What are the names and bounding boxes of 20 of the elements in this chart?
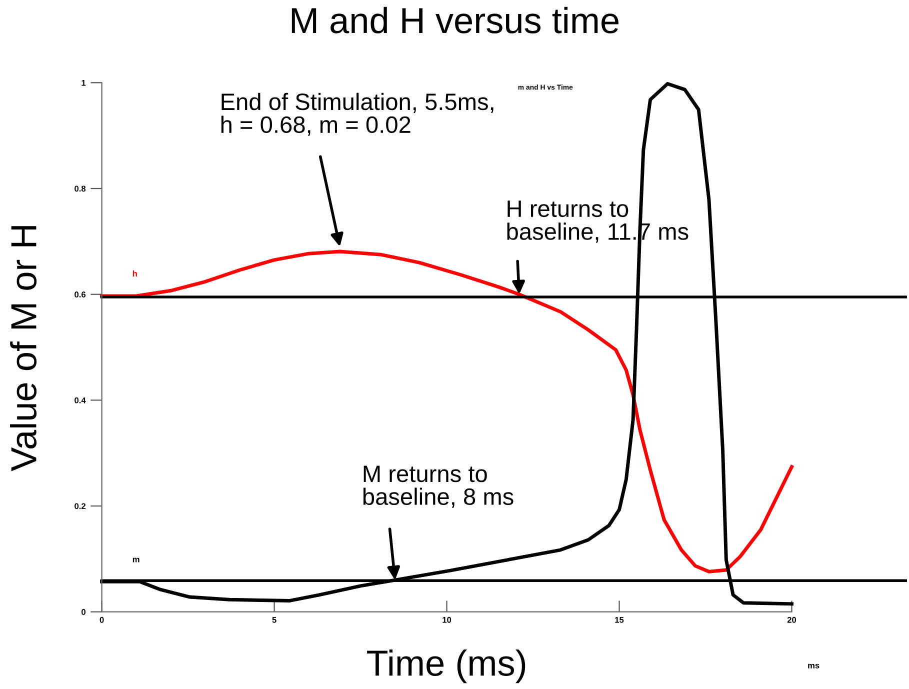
line-series [100,250,794,574]
x-tick-label: 15 [615,617,624,623]
y-tick-label: 1 [82,80,86,86]
x-tick-label: 5 [272,617,276,623]
y-tick-label: 0.8 [74,186,86,192]
chart-title: M and H versus time [292,6,618,34]
text: m [132,558,140,562]
y-axis-title: Value of M or H [10,226,37,472]
x-tick-label: 0 [100,616,104,623]
annotation: M returns to baseline, 8 ms [363,466,514,508]
y-tick-label: 0.6 [74,292,86,298]
text: h [132,270,137,276]
text: ms [808,664,820,668]
x-axis-title: Time (ms) [367,649,526,684]
x-tick-label: 20 [787,616,796,623]
annotation: End of Stimulation, 5.5ms, h = 0.68, m = 0.02 [221,92,494,136]
y-tick-label: 0.2 [74,503,86,510]
x-tick-label: 10 [442,616,452,623]
y-tick-label: 0.4 [74,397,86,404]
y-tick-label: 0 [82,609,86,615]
